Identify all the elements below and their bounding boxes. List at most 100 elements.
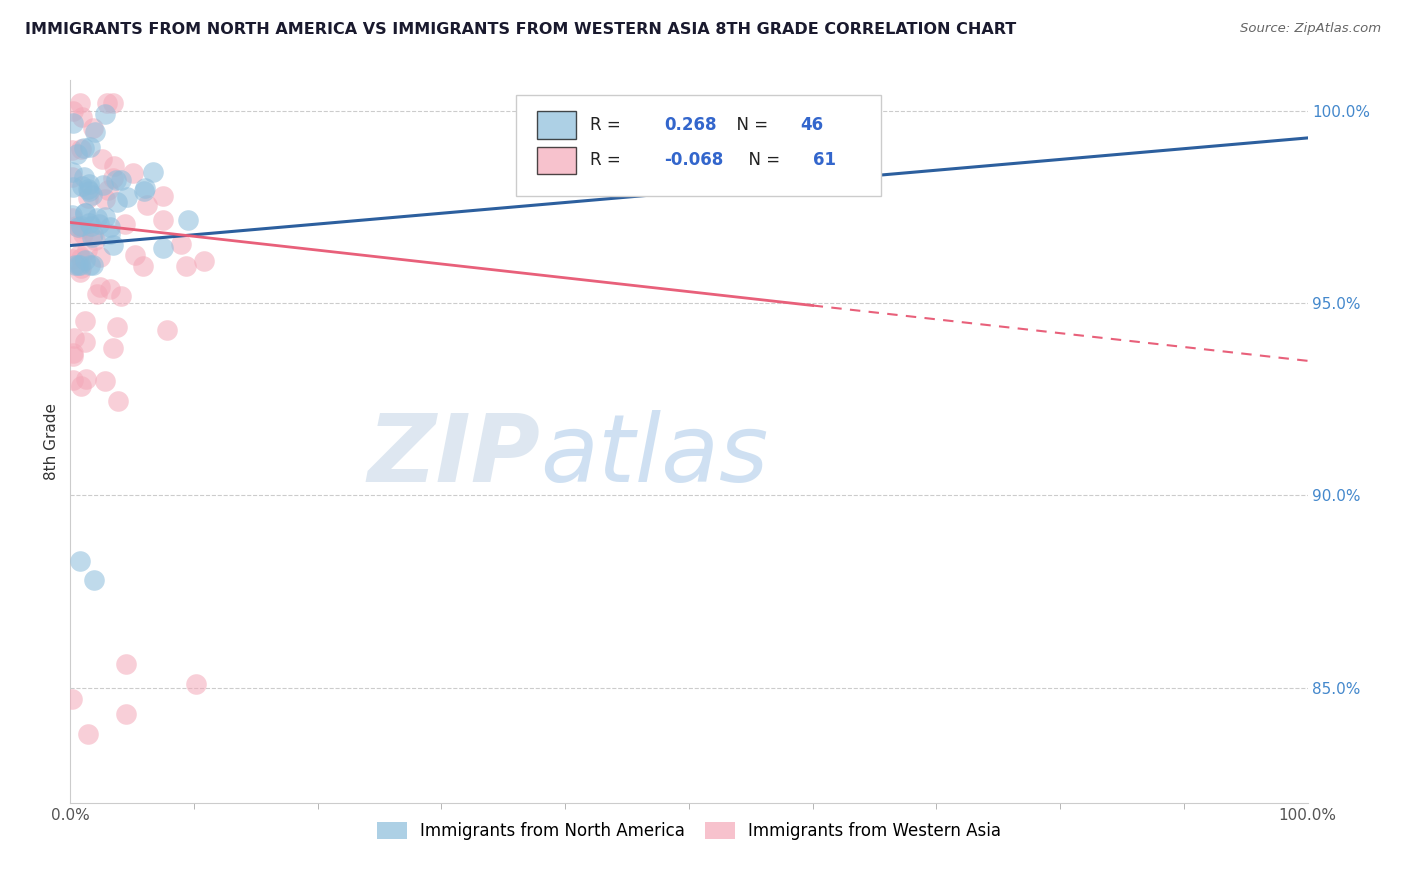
- Point: [134, 181, 156, 195]
- Point: [114, 657, 136, 672]
- Point: [101, 96, 124, 111]
- Point: [98, 219, 121, 234]
- Point: [79, 216, 101, 230]
- Point: [79, 258, 101, 272]
- Point: [62, 208, 84, 222]
- Point: [105, 195, 128, 210]
- Point: [152, 213, 174, 227]
- Point: [115, 189, 138, 203]
- Point: [70, 261, 93, 276]
- Point: [60, 165, 83, 179]
- Point: [103, 238, 125, 252]
- Point: [60, 143, 83, 157]
- Text: R =: R =: [591, 116, 626, 134]
- Point: [121, 166, 143, 180]
- Point: [73, 314, 96, 328]
- Point: [69, 265, 91, 279]
- Point: [60, 211, 83, 225]
- Point: [73, 334, 96, 349]
- Point: [69, 251, 91, 265]
- Point: [60, 252, 83, 266]
- Text: N =: N =: [725, 116, 773, 134]
- Point: [93, 210, 115, 224]
- Point: [75, 371, 97, 385]
- Point: [80, 229, 103, 244]
- Point: [62, 180, 84, 194]
- Point: [152, 188, 174, 202]
- Point: [90, 152, 112, 166]
- Point: [63, 258, 86, 272]
- Point: [63, 331, 86, 345]
- Point: [73, 141, 96, 155]
- Point: [170, 237, 193, 252]
- Point: [124, 247, 146, 261]
- Point: [86, 286, 108, 301]
- Point: [93, 192, 115, 206]
- Point: [86, 211, 108, 225]
- Point: [79, 140, 101, 154]
- Point: [62, 116, 84, 130]
- Point: [77, 184, 100, 198]
- Point: [89, 280, 111, 294]
- Point: [69, 258, 91, 272]
- Point: [103, 159, 125, 173]
- Point: [75, 205, 97, 219]
- Text: N =: N =: [738, 152, 786, 169]
- Point: [142, 165, 165, 179]
- Point: [66, 258, 89, 272]
- Point: [101, 171, 124, 186]
- Point: [134, 185, 156, 199]
- Point: [65, 227, 87, 242]
- FancyBboxPatch shape: [537, 112, 576, 139]
- Text: ZIP: ZIP: [367, 410, 540, 502]
- Point: [76, 244, 98, 258]
- Point: [98, 227, 121, 241]
- Point: [131, 259, 153, 273]
- Point: [77, 178, 100, 192]
- Point: [60, 692, 83, 706]
- Point: [82, 121, 104, 136]
- Point: [115, 707, 138, 722]
- Point: [67, 248, 90, 262]
- Point: [96, 96, 118, 111]
- Point: [103, 341, 125, 355]
- Text: R =: R =: [591, 152, 626, 169]
- Point: [73, 169, 96, 184]
- Point: [65, 219, 87, 234]
- Point: [105, 319, 128, 334]
- Text: 0.268: 0.268: [664, 116, 717, 134]
- Point: [107, 394, 129, 409]
- Point: [73, 253, 96, 268]
- Point: [69, 96, 91, 111]
- Point: [70, 178, 93, 193]
- Text: Source: ZipAtlas.com: Source: ZipAtlas.com: [1240, 22, 1381, 36]
- Point: [76, 726, 98, 740]
- Point: [69, 220, 91, 235]
- Point: [69, 379, 91, 393]
- Point: [98, 282, 121, 296]
- Point: [77, 182, 100, 196]
- Point: [136, 197, 159, 211]
- Point: [62, 346, 84, 360]
- Point: [114, 217, 136, 231]
- Y-axis label: 8th Grade: 8th Grade: [44, 403, 59, 480]
- Point: [77, 191, 100, 205]
- FancyBboxPatch shape: [537, 147, 576, 174]
- Point: [69, 219, 91, 234]
- Text: -0.068: -0.068: [664, 152, 724, 169]
- Point: [83, 125, 105, 139]
- Point: [82, 258, 104, 272]
- Point: [94, 107, 117, 121]
- Point: [87, 217, 110, 231]
- Point: [94, 374, 117, 388]
- Point: [89, 250, 111, 264]
- Point: [62, 373, 84, 387]
- Point: [193, 254, 215, 268]
- Point: [80, 219, 103, 233]
- Legend: Immigrants from North America, Immigrants from Western Asia: Immigrants from North America, Immigrant…: [368, 814, 1010, 848]
- Point: [72, 110, 94, 124]
- Point: [97, 183, 120, 197]
- Text: 46: 46: [800, 116, 824, 134]
- Point: [174, 259, 197, 273]
- Point: [67, 219, 90, 234]
